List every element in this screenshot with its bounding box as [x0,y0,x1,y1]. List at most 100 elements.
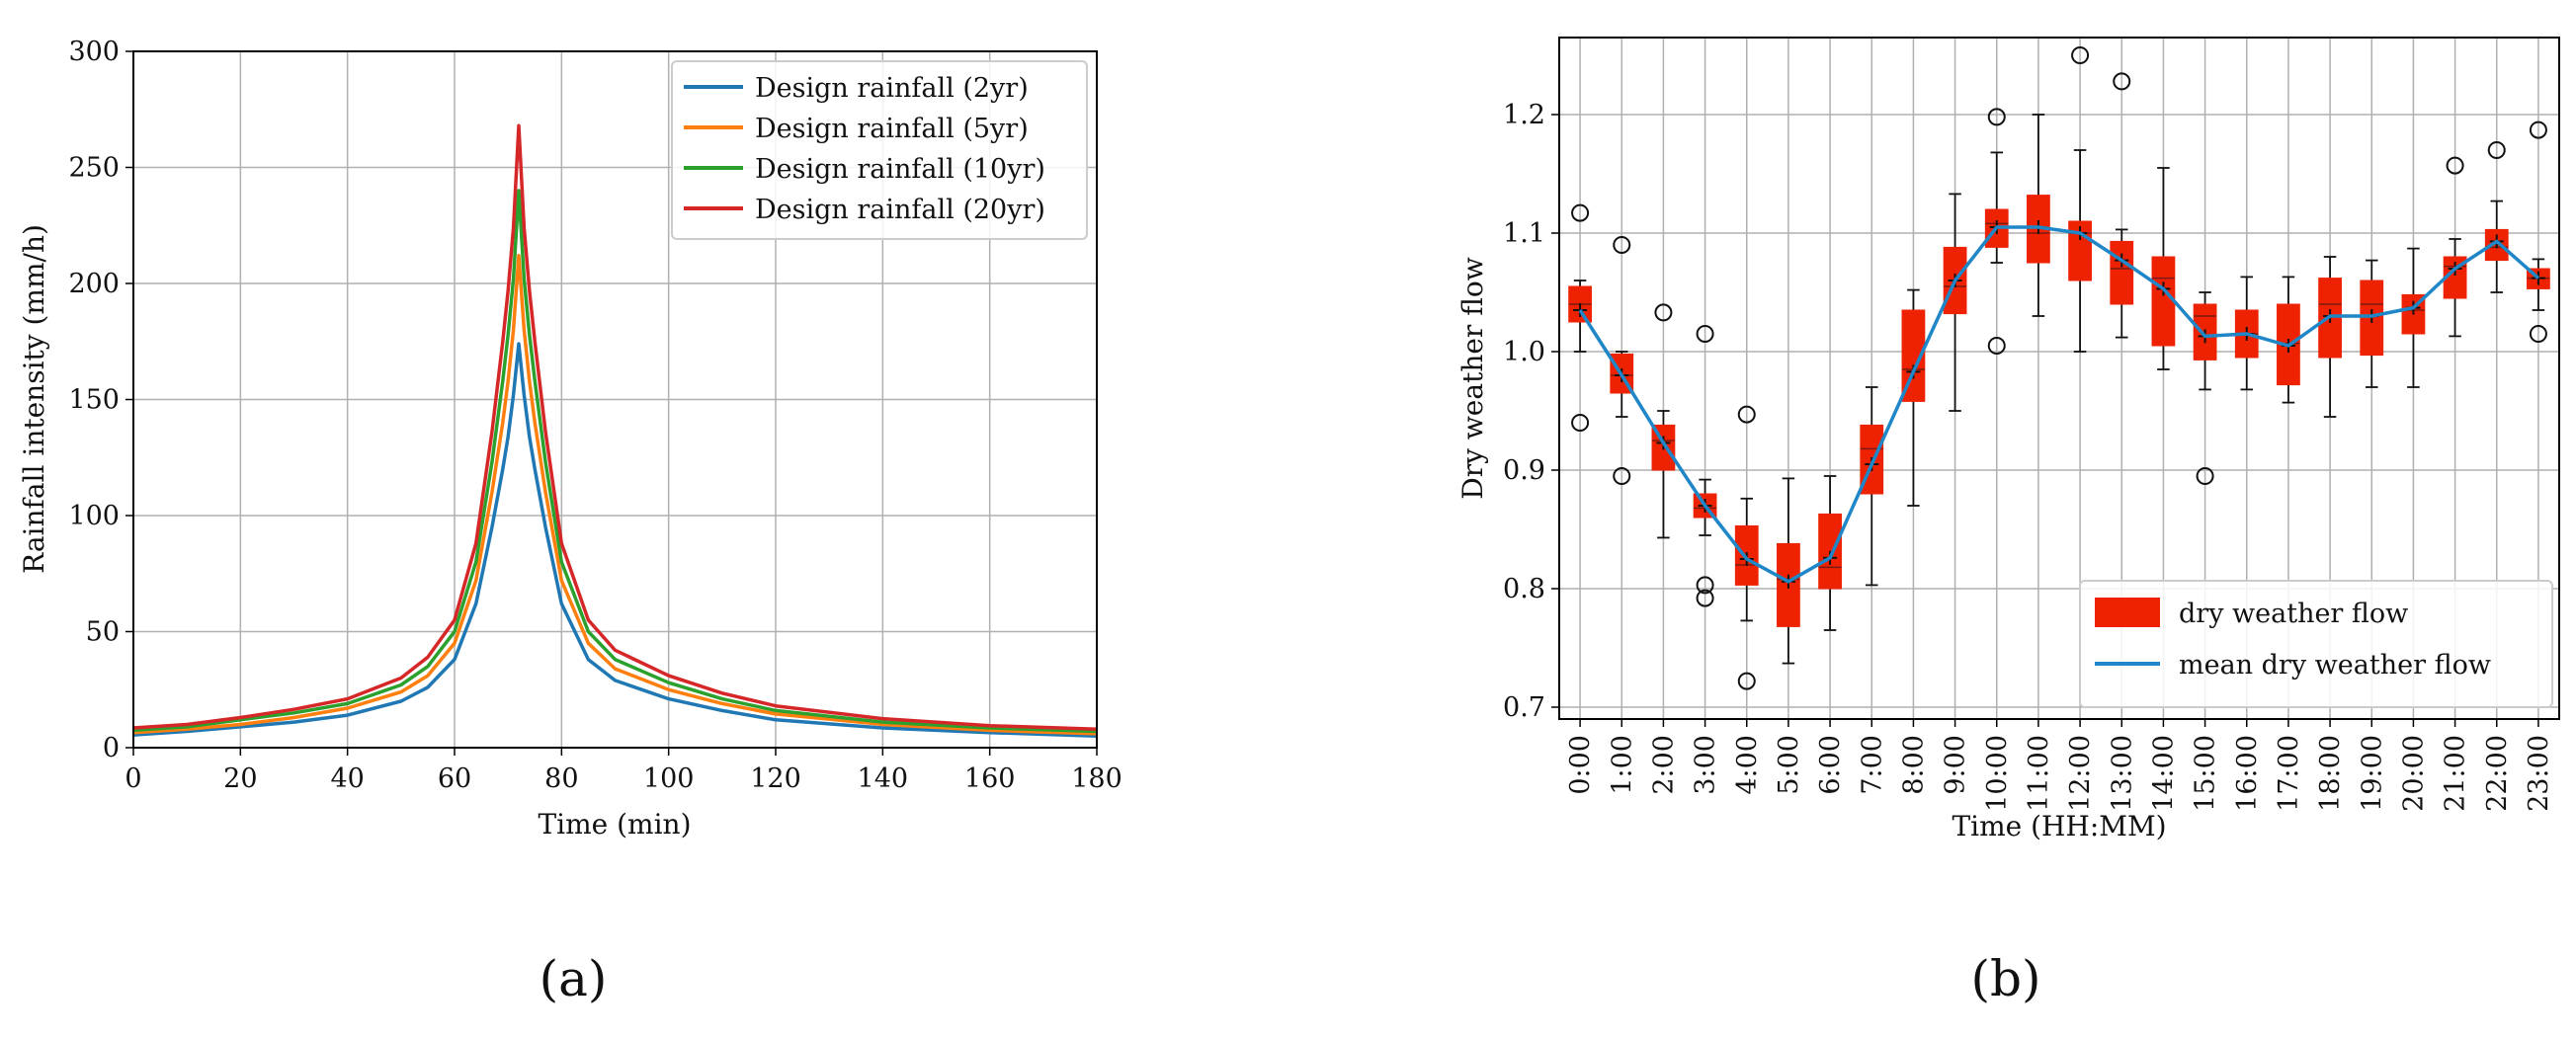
chart-b-y-tick-label: 1.1 [1503,218,1545,249]
chart-a-y-tick-label: 50 [86,617,120,648]
box-outlier [1737,405,1756,424]
chart-b-box-5:00 [1777,477,1800,665]
chart-b-box-19:00 [2360,259,2384,388]
box-outlier [2529,120,2547,139]
chart-a-y-ticks: 0 50 100 150 200 250 300 [68,37,133,763]
chart-b-box-9:00 [1943,193,1967,412]
chart-a-series-lines [132,123,1098,739]
box-outlier [1571,203,1590,222]
chart-a-y-tick-label: 150 [68,385,120,416]
chart-b-dry-weather-flow: 0:00 1:00 2:00 3:00 4:00 5:00 6:00 7:00 8:00 9:00… [1456,37,2560,842]
chart-a-series-line-2 [132,254,1098,736]
chart-a-legend-label-1: Design rainfall (2yr) [755,73,1029,104]
chart-a-series-line-4 [132,123,1098,731]
box-iqr [1901,309,1926,402]
chart-b-box-6:00 [1818,475,1842,631]
chart-b-x-tick-label: 18:00 [2315,735,2346,812]
box-outlier [1571,414,1590,432]
chart-a-y-tick-label: 250 [68,153,120,184]
chart-b-x-tick-label: 10:00 [1982,735,2013,812]
chart-b-x-tick-label: 8:00 [1898,735,1929,795]
chart-a-rainfall-intensity: 0 20 40 60 80 100 120 140 160 180 0 50 100 150 200 250… [18,37,1122,841]
chart-b-mean-line [1578,225,2540,584]
chart-b-x-tick-label: 13:00 [2107,735,2137,812]
chart-a-x-tick-label: 160 [964,763,1016,794]
chart-b-y-tick-label: 1.2 [1503,100,1545,130]
box-outlier [1737,672,1756,690]
chart-b-x-axis-label: Time (HH:MM) [1952,810,2166,842]
box-outlier [2071,46,2090,64]
chart-b-box-8:00 [1901,288,1926,507]
chart-a-x-axis-label: Time (min) [538,808,691,841]
panel-label-a: (a) [540,950,608,1007]
box-outlier [2446,156,2464,175]
chart-b-x-tick-label: 1:00 [1607,735,1637,795]
chart-b-y-axis-label: Dry weather flow [1456,257,1489,499]
legend-label-mean: mean dry weather flow [2179,650,2491,681]
chart-b-x-tick-label: 15:00 [2191,735,2221,812]
chart-b-x-tick-label: 14:00 [2148,735,2179,812]
chart-b-x-ticks: 0:00 1:00 2:00 3:00 4:00 5:00 6:00 7:00 8:00 9:00… [1565,719,2554,812]
chart-b-box-18:00 [2318,256,2342,418]
chart-b-boxes [1568,46,2550,690]
box-iqr [2110,240,2134,305]
chart-a-legend: Design rainfall (2yr) Design rainfall (5y… [671,60,1088,240]
chart-b-x-tick-label: 4:00 [1732,735,1763,795]
chart-b-x-tick-label: 0:00 [1565,735,1596,795]
chart-b-box-4:00 [1734,405,1759,690]
chart-a-x-tick-label: 180 [1071,763,1122,794]
chart-b-x-tick-label: 23:00 [2524,735,2554,812]
chart-a-legend-label-3: Design rainfall (10yr) [755,154,1045,185]
chart-b-x-tick-label: 22:00 [2482,735,2513,812]
box-outlier [1696,325,1714,343]
chart-a-x-tick-label: 140 [858,763,909,794]
chart-a-x-tick-label: 100 [643,763,695,794]
chart-a-series-line-1 [132,342,1098,739]
box-outlier [2196,467,2214,485]
panel-label-b: (b) [1970,950,2040,1007]
chart-b-y-tick-label: 0.9 [1503,455,1545,486]
chart-b-mean-dry-weather-flow-line [1578,225,2540,584]
box-outlier [1613,467,1631,485]
legend-swatch-box [2095,598,2160,627]
chart-b-x-tick-label: 12:00 [2065,735,2096,812]
box-outlier [1654,303,1673,322]
chart-b-plot-frame [1558,37,2560,720]
chart-b-y-ticks: 0.7 0.8 0.9 1.0 1.1 1.2 [1503,100,1559,723]
chart-a-y-tick-label: 0 [103,733,120,763]
chart-a-x-tick-label: 60 [438,763,471,794]
box-outlier [1987,108,2006,126]
chart-b-x-tick-label: 11:00 [2024,735,2054,812]
box-outlier [2529,325,2547,343]
box-outlier [1696,576,1714,595]
box-outlier [2113,72,2131,91]
chart-b-x-tick-label: 6:00 [1815,735,1846,795]
chart-b-box-15:00 [2193,291,2217,485]
chart-a-legend-box [671,60,1088,240]
chart-b-box-11:00 [2027,114,2050,317]
chart-b-y-tick-label: 0.7 [1503,692,1545,723]
chart-b-x-tick-label: 19:00 [2357,735,2387,812]
chart-a-y-axis-label: Rainfall intensity (mm/h) [18,224,50,574]
box-outlier [1696,589,1714,607]
chart-a-x-tick-label: 40 [330,763,364,794]
chart-b-x-tick-label: 5:00 [1774,735,1804,795]
box-outlier [1987,337,2006,355]
chart-b-x-tick-label: 3:00 [1691,735,1721,795]
box-outlier [1613,236,1631,254]
chart-a-legend-label-2: Design rainfall (5yr) [755,114,1029,144]
box-iqr [2151,256,2176,347]
chart-b-box-0:00 [1568,203,1592,432]
chart-b-legend-box [2079,580,2553,708]
chart-b-y-tick-label: 1.0 [1503,337,1545,367]
chart-b-x-tick-label: 7:00 [1857,735,1887,795]
chart-b-x-tick-label: 2:00 [1648,735,1679,795]
chart-a-y-tick-label: 100 [68,501,120,531]
chart-b-x-tick-label: 20:00 [2398,735,2429,812]
chart-a-x-tick-label: 20 [223,763,257,794]
chart-b-box-14:00 [2151,167,2176,370]
chart-a-x-tick-label: 0 [125,763,141,794]
box-outlier [2487,141,2506,159]
chart-b-x-tick-label: 16:00 [2232,735,2263,812]
chart-a-x-tick-label: 80 [544,763,578,794]
